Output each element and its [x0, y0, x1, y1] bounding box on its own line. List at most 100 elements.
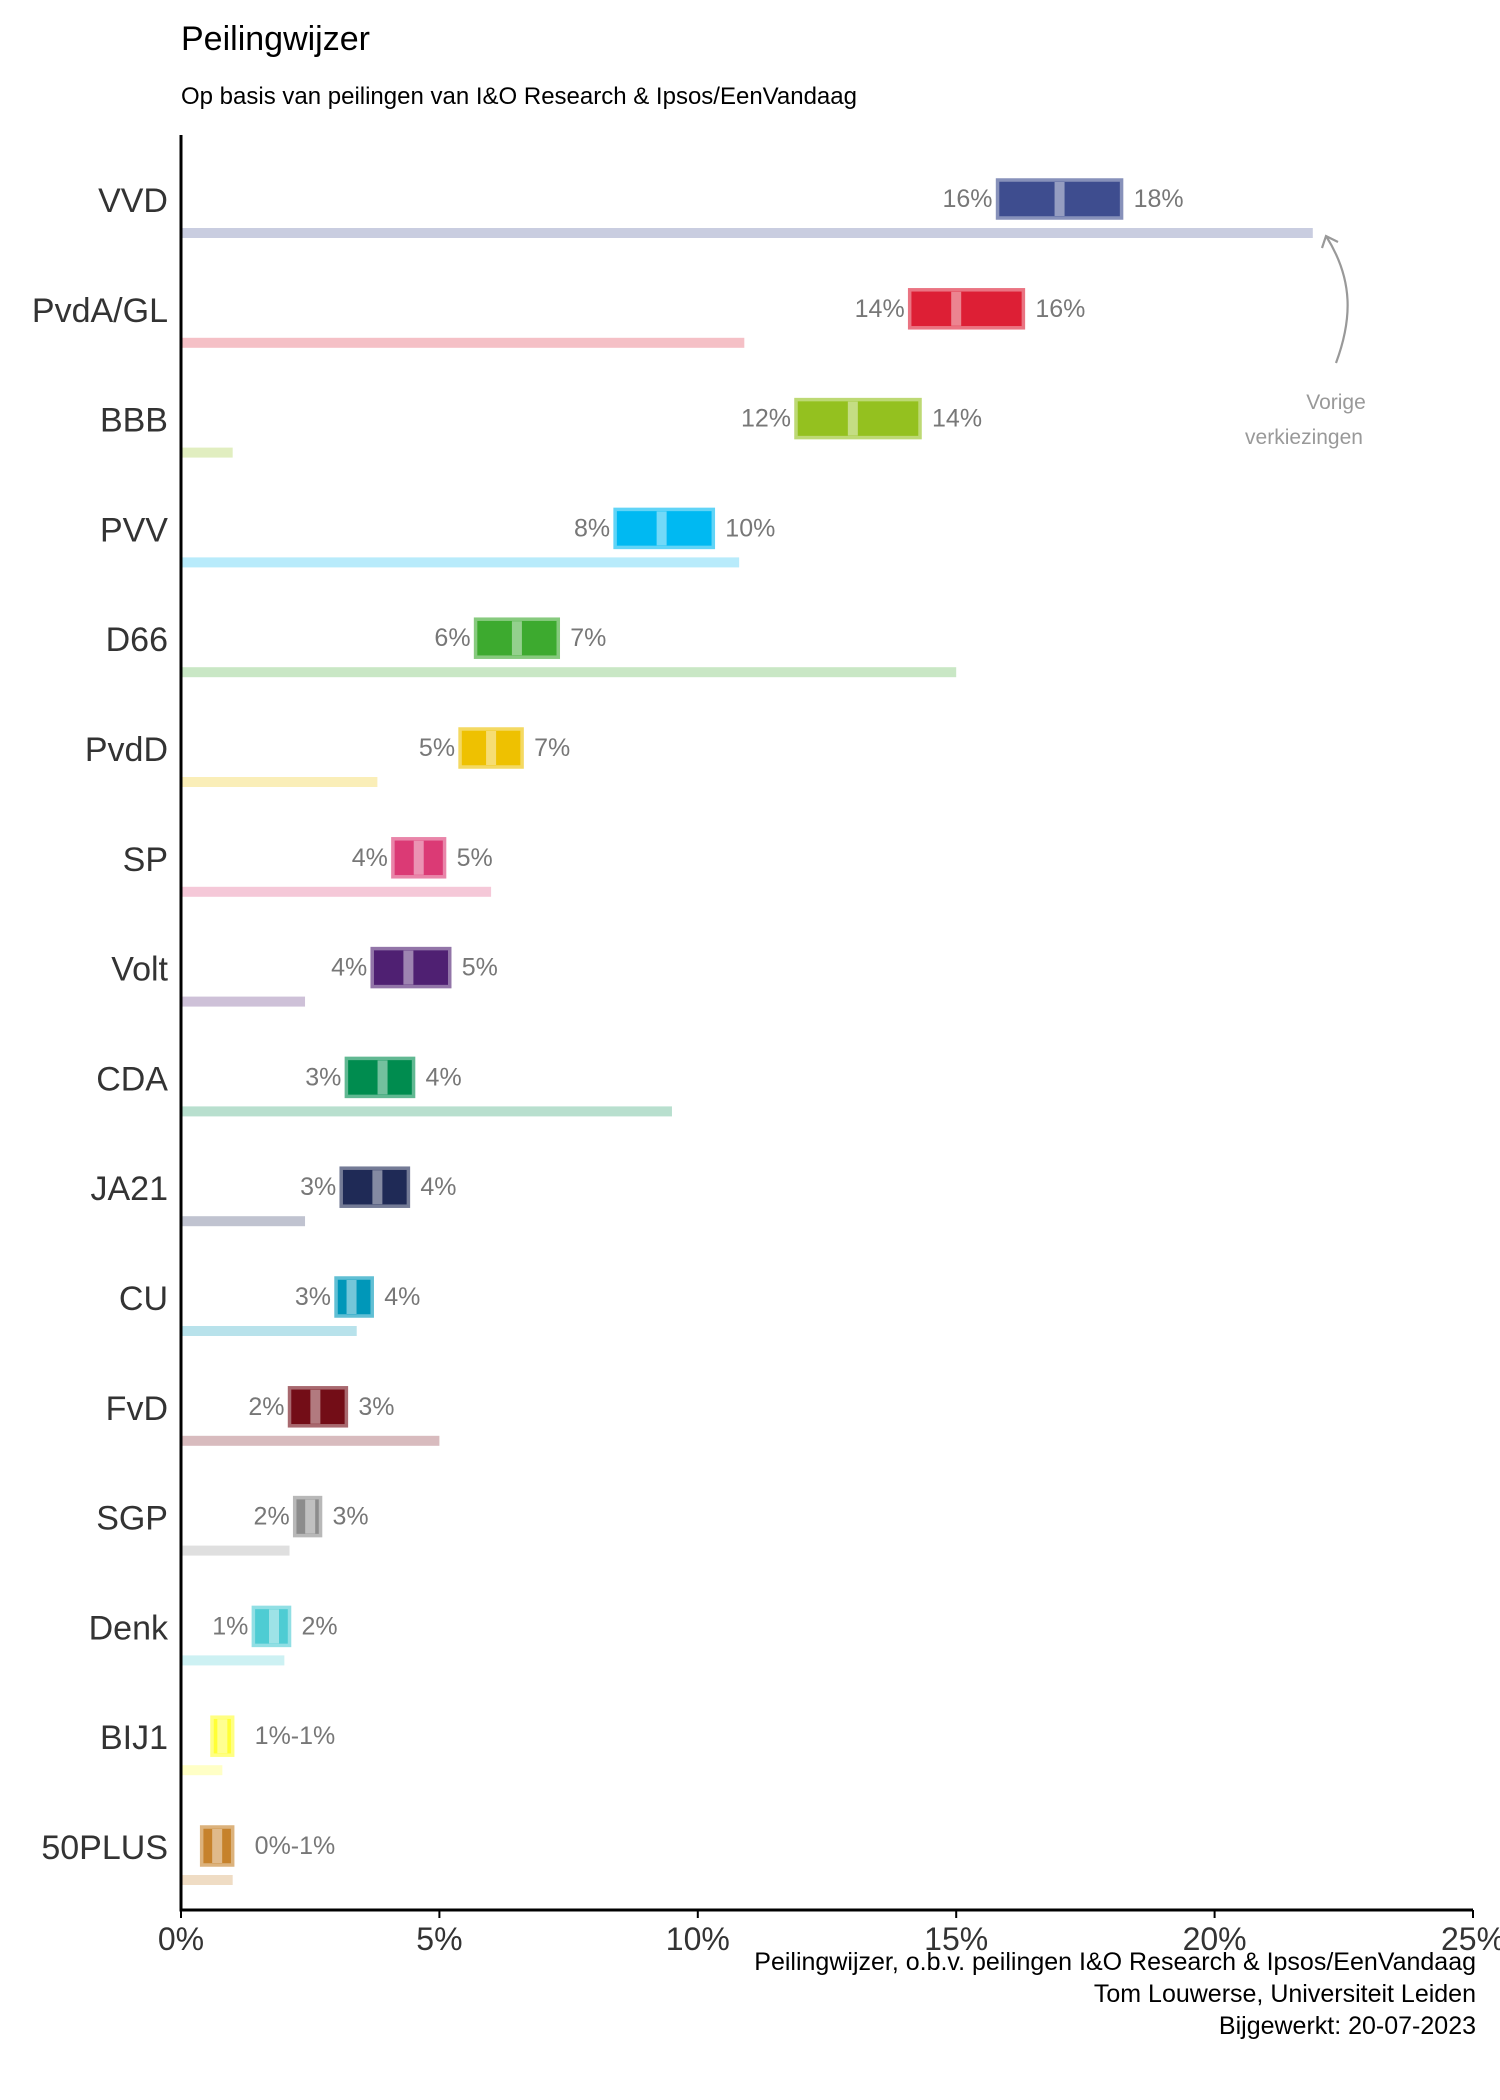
previous-bar-denk — [181, 1655, 285, 1666]
party-label-d66: D66 — [106, 621, 168, 659]
x-tick-label-25: 25% — [1441, 1921, 1500, 1957]
party-label-bbb: BBB — [100, 402, 168, 440]
party-row-ja21: JA21 3% 4% — [91, 1166, 457, 1227]
high-label-volt: 5% — [462, 954, 498, 982]
annotation-line-2: verkiezingen — [1245, 426, 1363, 449]
previous-bar-bbb — [181, 447, 233, 458]
previous-bar-pvda-gl — [181, 337, 745, 348]
midpoint-marker-d66 — [511, 621, 522, 656]
party-label-vvd: VVD — [98, 182, 168, 220]
previous-bar-d66 — [181, 667, 957, 678]
low-label-cu: 3% — [295, 1283, 331, 1311]
previous-bar-pvdd — [181, 777, 378, 787]
low-label-bbb: 12% — [741, 405, 791, 433]
midpoint-marker-cda — [377, 1060, 388, 1095]
x-tick-label-10: 10% — [666, 1921, 730, 1957]
range-label-bij1: 1%-1% — [255, 1722, 336, 1750]
midpoint-marker-volt — [403, 950, 414, 985]
midpoint-marker-denk — [269, 1609, 280, 1644]
low-label-denk: 1% — [212, 1612, 248, 1640]
high-label-fvd: 3% — [358, 1393, 394, 1421]
party-label-cda: CDA — [96, 1060, 168, 1098]
range-label-50plus: 0%-1% — [255, 1832, 336, 1860]
party-row-sgp: SGP 2% 3% — [96, 1495, 369, 1556]
low-label-pvdd: 5% — [419, 734, 455, 762]
high-label-cda: 4% — [426, 1063, 462, 1091]
previous-bar-bij1 — [181, 1765, 223, 1776]
party-label-pvda-gl: PvdA/GL — [32, 292, 168, 330]
party-label-bij1: BIJ1 — [100, 1719, 168, 1757]
high-label-denk: 2% — [302, 1612, 338, 1640]
midpoint-marker-fvd — [310, 1389, 321, 1424]
previous-bar-sp — [181, 886, 492, 897]
party-label-sp: SP — [123, 841, 168, 879]
x-tick-label-20: 20% — [1183, 1921, 1247, 1957]
previous-bar-50plus — [181, 1875, 233, 1885]
party-label-cu: CU — [119, 1280, 168, 1318]
high-label-pvdd: 7% — [534, 734, 570, 762]
midpoint-marker-pvv — [656, 511, 667, 546]
party-row-50plus: 50PLUS 0%-1% — [41, 1825, 336, 1885]
midpoint-marker-bij1 — [217, 1719, 228, 1754]
high-label-sp: 5% — [457, 844, 493, 872]
range-box-bbb — [794, 397, 922, 440]
midpoint-marker-ja21 — [372, 1170, 383, 1205]
x-axis: 0% 5% 10% 15% 20% 25% — [158, 135, 1500, 1957]
previous-bar-vvd — [181, 228, 1313, 238]
chart-subtitle: Op basis van peilingen van I&O Research … — [181, 83, 857, 110]
annotation-arrowhead — [1320, 234, 1339, 249]
high-label-cu: 4% — [384, 1283, 420, 1311]
previous-bar-volt — [181, 996, 306, 1007]
party-row-pvdd: PvdD 5% 7% — [85, 727, 570, 787]
party-row-cu: CU 3% 4% — [119, 1276, 420, 1336]
previous-bar-fvd — [181, 1435, 440, 1446]
annotation-arrow — [1325, 235, 1349, 364]
party-rows: VVD 16% 18% PvdA/GL 14% 16% BBB 12% 14% PVV 8% 10% D… — [32, 178, 1313, 1885]
previous-bar-pvv — [181, 557, 740, 568]
low-label-volt: 4% — [331, 954, 367, 982]
caption-author: Tom Louwerse, Universiteit Leiden — [1094, 1980, 1476, 2008]
low-label-sp: 4% — [352, 844, 388, 872]
high-label-pvv: 10% — [725, 514, 775, 542]
party-row-fvd: FvD 2% 3% — [106, 1386, 440, 1446]
party-row-pvv: PVV 8% 10% — [100, 507, 775, 568]
high-label-bbb: 14% — [932, 405, 982, 433]
high-label-sgp: 3% — [333, 1503, 369, 1531]
party-row-cda: CDA 3% 4% — [96, 1056, 672, 1117]
party-row-bij1: BIJ1 1%-1% — [100, 1715, 336, 1776]
range-box-pvda-gl — [907, 288, 1026, 330]
midpoint-marker-50plus — [212, 1829, 223, 1863]
party-row-pvda-gl: PvdA/GL 14% 16% — [32, 288, 1085, 348]
party-label-volt: Volt — [111, 951, 168, 989]
previous-bar-cu — [181, 1326, 357, 1336]
party-label-fvd: FvD — [106, 1390, 168, 1428]
caption-updated: Bijgewerkt: 20-07-2023 — [1219, 2012, 1476, 2040]
low-label-vvd: 16% — [942, 185, 992, 213]
low-label-d66: 6% — [434, 624, 470, 652]
low-label-pvv: 8% — [574, 514, 610, 542]
midpoint-marker-cu — [346, 1280, 357, 1314]
low-label-sgp: 2% — [254, 1503, 290, 1531]
x-tick-label-15: 15% — [924, 1921, 988, 1957]
x-tick-label-0: 0% — [158, 1921, 204, 1957]
previous-bar-cda — [181, 1106, 672, 1117]
midpoint-marker-pvdd — [486, 731, 497, 765]
party-row-sp: SP 4% 5% — [123, 837, 493, 897]
party-row-denk: Denk 1% 2% — [89, 1605, 338, 1666]
midpoint-marker-vvd — [1054, 182, 1065, 216]
party-label-pvdd: PvdD — [85, 731, 168, 769]
party-label-pvv: PVV — [100, 511, 168, 549]
previous-bar-sgp — [181, 1545, 290, 1556]
chart-title: Peilingwijzer — [181, 20, 370, 58]
low-label-pvda-gl: 14% — [855, 295, 905, 323]
midpoint-marker-sp — [413, 840, 424, 875]
party-label-ja21: JA21 — [91, 1170, 169, 1208]
midpoint-marker-sgp — [305, 1499, 316, 1534]
caption-source: Peilingwijzer, o.b.v. peilingen I&O Rese… — [754, 1948, 1476, 1976]
party-label-denk: Denk — [89, 1609, 169, 1647]
party-row-bbb: BBB 12% 14% — [100, 397, 982, 458]
low-label-fvd: 2% — [248, 1393, 284, 1421]
midpoint-marker-pvda-gl — [951, 291, 962, 326]
high-label-d66: 7% — [570, 624, 606, 652]
